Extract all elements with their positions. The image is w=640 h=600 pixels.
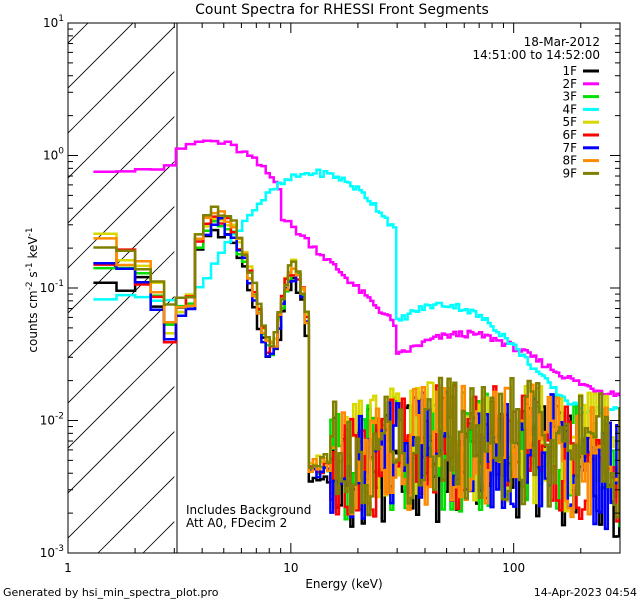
legend-label: 7F <box>562 141 577 155</box>
annotation-background: Includes Background <box>186 503 311 517</box>
hatch-line <box>68 161 175 269</box>
x-tick-label: 1 <box>64 561 72 575</box>
x-axis-label: Energy (keV) <box>305 577 382 591</box>
y-tick-labels: 10-3 10-2 10-1 100 101 <box>40 14 65 560</box>
legend-date: 18-Mar-2012 <box>524 35 600 49</box>
footer-timestamp: 14-Apr-2023 04:54 <box>534 586 637 599</box>
legend-time-range: 14:51:00 to 14:52:00 <box>473 48 600 62</box>
x-tick-labels: 1 10 100 <box>64 561 525 575</box>
legend-label: 5F <box>562 115 577 129</box>
series-line-4F <box>93 168 620 415</box>
y-tick-label: 10-1 <box>40 279 64 295</box>
hatch-line <box>68 23 134 89</box>
y-tick-label: 10-2 <box>40 412 64 428</box>
chart-title: Count Spectra for RHESSI Front Segments <box>195 2 489 18</box>
footer-generated-by: Generated by hsi_min_spectra_plot.pro <box>3 586 219 599</box>
axis-ticks <box>67 23 621 554</box>
hatch-line <box>68 206 175 314</box>
legend-label: 6F <box>562 128 577 142</box>
y-axis-label: counts cm-2 s-1 keV-1 <box>25 227 40 352</box>
y-tick-label: 10-3 <box>40 544 64 560</box>
legend-label: 4F <box>562 102 577 116</box>
x-tick-label: 100 <box>502 561 525 575</box>
hatch-line <box>68 251 175 359</box>
series-line-9F <box>93 205 620 519</box>
plot-area <box>0 0 621 554</box>
legend-label: 3F <box>562 90 577 104</box>
hatch-line <box>68 431 175 539</box>
legend-label: 1F <box>562 64 577 78</box>
series-line-2F <box>93 139 620 397</box>
hatch-line <box>68 386 175 494</box>
hatched-region <box>0 0 175 553</box>
y-tick-label: 100 <box>43 147 64 163</box>
legend-label: 2F <box>562 77 577 91</box>
x-tick-label: 10 <box>283 561 298 575</box>
hatch-line <box>0 0 113 553</box>
legend: 18-Mar-2012 14:51:00 to 14:52:00 1F2F3F4… <box>473 35 600 180</box>
hatch-line <box>68 26 175 134</box>
annotation-attenuator: Att A0, FDecim 2 <box>186 516 287 530</box>
legend-label: 8F <box>562 154 577 168</box>
y-tick-label: 101 <box>43 14 64 30</box>
series-layer <box>93 139 620 538</box>
legend-label: 9F <box>562 166 577 180</box>
